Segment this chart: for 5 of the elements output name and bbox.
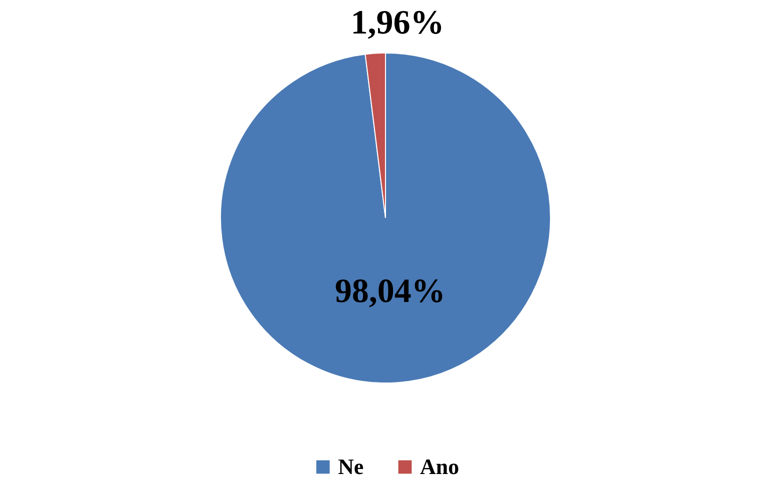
pie-slice: [220, 52, 551, 384]
legend-label: Ano: [420, 454, 460, 479]
data-label: 98,04%: [334, 273, 446, 310]
legend-label: Ne: [338, 454, 364, 479]
data-label: 1,96%: [350, 4, 444, 42]
